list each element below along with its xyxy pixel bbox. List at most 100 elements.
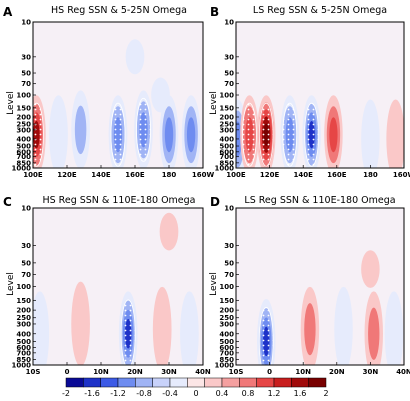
y-tick-label: 500	[16, 143, 31, 151]
panel-d: D LS Reg SSN & 110E-180 Omega Level 10 30…	[209, 195, 410, 376]
x-tick-label: 120E	[57, 171, 77, 179]
panel-d-x-ticks: 10S 0 10N 20N 30N 40N	[229, 362, 410, 376]
y-tick-label: 1000	[215, 362, 235, 370]
panel-c-ylabel: Level	[6, 272, 16, 296]
y-tick-label: 50	[224, 70, 234, 78]
y-tick-label: 700	[16, 349, 31, 357]
contour-blob	[49, 95, 68, 168]
y-tick-label: 1000	[12, 362, 32, 370]
y-tick-label: 600	[16, 148, 31, 156]
contour-blob	[334, 286, 353, 365]
x-tick-label: 40N	[396, 368, 410, 376]
y-tick-label: 400	[219, 330, 234, 338]
panel-c-x-ticks: 10S 0 10N 20N 30N 40N	[26, 362, 211, 376]
significance-stipple	[242, 102, 257, 167]
colorbar-swatch	[83, 377, 101, 388]
contour-blob	[186, 117, 196, 153]
y-tick-label: 850	[16, 356, 31, 364]
panel-c-label: C	[3, 195, 12, 209]
colorbar-swatch	[308, 377, 327, 388]
contour-blob	[151, 77, 170, 113]
x-tick-label: 30N	[363, 368, 379, 376]
panel-b-y-ticks: 10 30 50 70 100 15020025030040050060070085010…	[215, 19, 239, 173]
y-tick-label: 70	[224, 271, 234, 279]
y-tick-label: 200	[219, 113, 234, 121]
x-tick-label: 10N	[93, 368, 109, 376]
x-tick-label: 120E	[260, 171, 280, 179]
contour-blob	[33, 291, 50, 365]
y-tick-label: 100	[16, 92, 31, 100]
y-tick-label: 70	[21, 271, 31, 279]
y-tick-label: 850	[16, 159, 31, 167]
colorbar-swatch	[169, 377, 188, 388]
contour-blob	[159, 212, 179, 251]
colorbar-tick-label: -0.4	[162, 389, 178, 398]
significance-stipple	[120, 299, 136, 365]
colorbar-swatch	[152, 377, 171, 388]
colorbar-tick-label: 0.4	[216, 389, 229, 398]
y-tick-label: 70	[224, 80, 234, 88]
panel-a-y-ticks: 10 30 50 70 100 15020025030040050060070085010…	[12, 19, 36, 173]
contour-blob	[304, 303, 316, 356]
panel-b-title: LS Reg SSN & 5-25N Omega	[253, 5, 387, 16]
colorbar-tick-label: 0.8	[242, 389, 255, 398]
y-tick-label: 250	[219, 121, 234, 129]
panel-d-plot	[236, 208, 404, 365]
y-tick-label: 400	[219, 135, 234, 143]
y-tick-label: 100	[219, 92, 234, 100]
y-tick-label: 200	[16, 113, 31, 121]
y-tick-label: 850	[219, 159, 234, 167]
x-tick-label: 160W	[192, 171, 215, 179]
panel-b-label: B	[210, 5, 219, 19]
y-tick-label: 30	[224, 53, 234, 61]
x-tick-label: 100E	[226, 171, 246, 179]
colorbar: -2 -1.6 -1.2 -0.8 -0.4 0 0.4 0.8 1.2 1.6 2	[62, 377, 329, 398]
colorbar-tick-label: -2	[62, 389, 70, 398]
panel-d-ylabel: Level	[209, 272, 219, 296]
x-tick-label: 160W	[393, 171, 410, 179]
y-tick-label: 400	[16, 330, 31, 338]
colorbar-tick-label: 0	[193, 389, 198, 398]
y-tick-label: 30	[21, 242, 31, 250]
x-tick-label: 180	[363, 171, 378, 179]
contour-blob	[71, 281, 90, 365]
significance-stipple	[304, 102, 319, 167]
x-tick-label: 10N	[295, 368, 311, 376]
x-tick-label: 0	[267, 368, 272, 376]
y-tick-label: 100	[16, 283, 31, 291]
y-tick-label: 150	[219, 104, 234, 112]
y-tick-label: 1000	[215, 165, 235, 173]
colorbar-swatch	[135, 377, 153, 388]
y-tick-label: 300	[219, 320, 234, 328]
x-tick-label: 20N	[127, 368, 143, 376]
significance-stipple	[33, 102, 44, 167]
colorbar-tick-label: -0.8	[136, 389, 152, 398]
y-tick-label: 70	[21, 80, 31, 88]
x-tick-label: 100E	[23, 171, 43, 179]
panel-a-x-ticks: 100E 120E 140E 160E 180 160W	[23, 165, 214, 179]
contour-blob	[386, 99, 404, 168]
y-tick-label: 600	[219, 344, 234, 352]
x-tick-label: 180	[162, 171, 177, 179]
y-tick-label: 300	[16, 320, 31, 328]
panel-d-label: D	[210, 195, 220, 209]
contour-blob	[361, 99, 380, 168]
contour-blob	[152, 286, 172, 365]
panel-a-label: A	[3, 5, 13, 19]
x-tick-label: 10S	[229, 368, 244, 376]
y-tick-label: 600	[16, 344, 31, 352]
y-tick-label: 500	[219, 143, 234, 151]
y-tick-label: 600	[219, 148, 234, 156]
x-tick-label: 10S	[26, 368, 41, 376]
contour-blob	[361, 250, 380, 288]
y-tick-label: 500	[16, 338, 31, 346]
y-tick-label: 10	[21, 19, 31, 27]
colorbar-swatch	[273, 377, 292, 388]
y-tick-label: 50	[21, 259, 31, 267]
colorbar-swatch	[239, 377, 257, 388]
colorbar-swatch	[117, 377, 136, 388]
colorbar-tick-label: -1.2	[110, 389, 126, 398]
significance-stipple	[258, 102, 274, 167]
panel-a: A HS Reg SSN & 5-25N Omega Level 10 30 50 7…	[3, 5, 214, 179]
